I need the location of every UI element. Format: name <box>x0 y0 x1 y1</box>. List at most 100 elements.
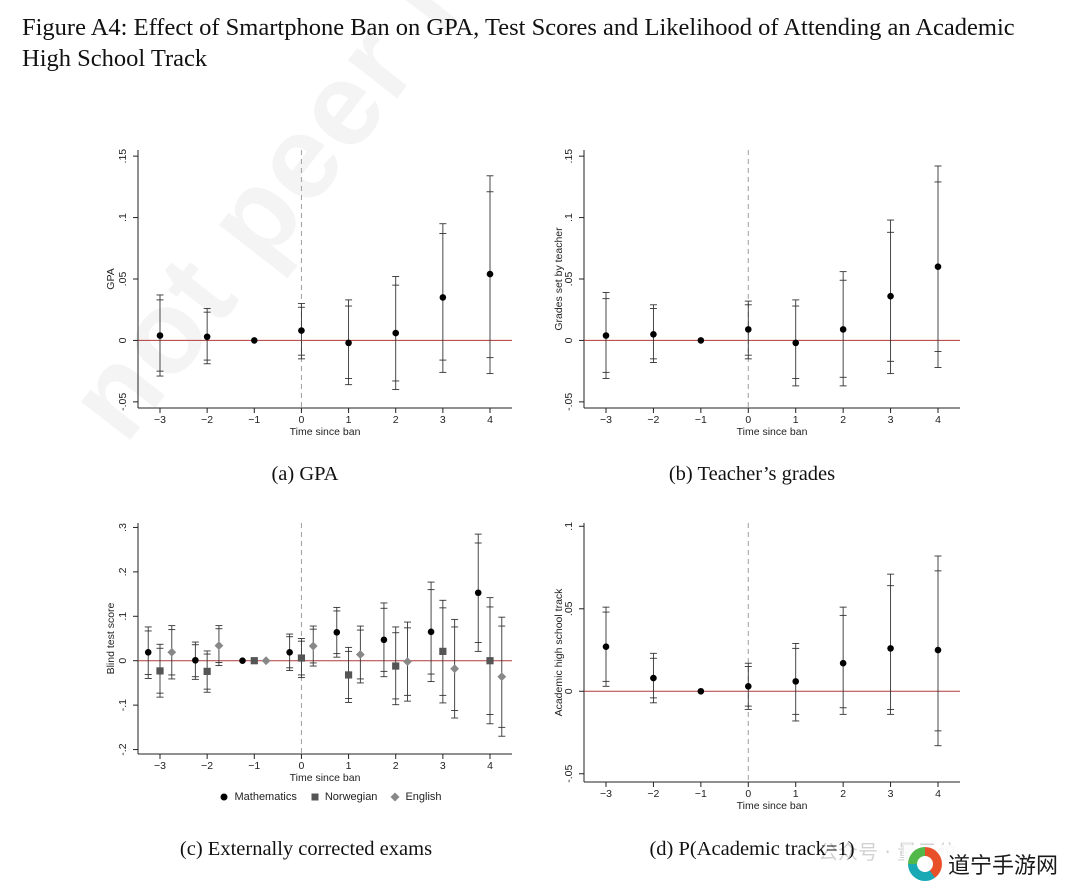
data-point <box>792 678 800 685</box>
x-tick-label: 4 <box>487 414 493 426</box>
x-tick-label: 2 <box>393 760 399 772</box>
data-point <box>650 330 657 338</box>
x-tick-label: 1 <box>346 760 352 772</box>
brand-badge[interactable]: 道宁手游网 <box>903 845 1062 883</box>
data-point <box>839 659 847 667</box>
data-point <box>203 667 211 675</box>
x-tick-label: 1 <box>346 414 352 426</box>
data-point <box>239 657 246 665</box>
data-point <box>144 648 152 656</box>
x-tick-label: 4 <box>487 760 493 772</box>
caption-external-exams: (c) Externally corrected exams <box>179 838 433 860</box>
legend-item-norwegian: Norwegian <box>309 791 377 803</box>
data-point <box>344 671 353 679</box>
data-point <box>839 326 847 333</box>
data-point <box>298 327 305 334</box>
x-tick-label: −1 <box>695 414 707 426</box>
caption-academic-track: (d) P(Academic track=1) <box>649 838 855 860</box>
data-point <box>156 332 164 339</box>
data-point <box>156 667 164 675</box>
data-point <box>744 326 752 333</box>
y-tick-label: -.05 <box>563 393 575 411</box>
caption-gpa: (a) GPA <box>271 463 339 485</box>
data-point <box>497 672 507 682</box>
y-tick-label: -.1 <box>117 699 129 711</box>
data-point <box>355 650 365 659</box>
y-axis-label: Grades set by teacher <box>553 227 565 331</box>
diamond-marker-icon <box>390 792 400 802</box>
x-tick-label: 3 <box>440 760 446 772</box>
data-point <box>486 657 494 665</box>
x-tick-label: 3 <box>440 414 446 426</box>
x-tick-label: 3 <box>888 788 894 800</box>
data-point <box>192 656 199 664</box>
y-tick-label: .05 <box>563 272 575 287</box>
data-point <box>602 332 610 339</box>
data-point <box>286 648 293 656</box>
legend: Mathematics Norwegian English <box>200 791 460 803</box>
brand-logo-icon <box>907 847 942 881</box>
data-point <box>214 641 224 651</box>
data-point <box>261 656 271 666</box>
data-point <box>392 662 400 670</box>
data-point <box>439 647 447 655</box>
y-axis-label: Blind test score <box>105 602 117 674</box>
x-tick-label: 2 <box>393 414 399 426</box>
legend-item-english: English <box>389 791 442 803</box>
data-point <box>887 645 894 652</box>
data-point <box>887 292 894 300</box>
x-tick-label: −2 <box>201 760 213 772</box>
data-point <box>474 589 482 597</box>
x-tick-label: −2 <box>647 788 659 800</box>
y-tick-label: .1 <box>117 213 129 222</box>
y-tick-label: .05 <box>563 601 575 616</box>
x-tick-label: −3 <box>154 760 166 772</box>
data-point <box>203 333 211 341</box>
figure-title: Figure A4: Effect of Smartphone Ban on G… <box>22 14 1015 72</box>
y-tick-label: -.2 <box>117 743 129 755</box>
x-tick-label: −2 <box>201 414 213 426</box>
y-tick-label: 0 <box>563 688 575 694</box>
x-tick-label: −3 <box>600 788 612 800</box>
y-tick-label: -.05 <box>117 393 129 411</box>
data-point <box>250 657 258 665</box>
x-tick-label: 0 <box>299 760 305 772</box>
data-point <box>403 657 412 666</box>
data-point <box>297 654 306 662</box>
y-tick-label: .1 <box>117 612 129 621</box>
x-axis-label: Time since ban <box>290 426 361 438</box>
x-tick-label: −3 <box>600 414 612 426</box>
y-tick-label: .1 <box>563 213 575 222</box>
y-tick-label: 0 <box>563 337 575 343</box>
legend-label: English <box>405 791 442 803</box>
x-tick-label: 0 <box>745 414 751 426</box>
data-point <box>934 263 942 271</box>
y-tick-label: .3 <box>117 523 129 532</box>
data-point <box>427 628 435 636</box>
y-tick-label: -.05 <box>563 765 575 783</box>
data-point <box>439 294 447 301</box>
y-axis-label: Academic high school track <box>553 588 565 717</box>
x-tick-label: −1 <box>248 414 260 426</box>
data-point <box>345 339 352 347</box>
x-tick-label: 0 <box>299 414 305 426</box>
x-tick-label: −1 <box>248 760 260 772</box>
x-axis-label: Time since ban <box>737 800 808 812</box>
brand-name: 道宁手游网 <box>947 854 1058 879</box>
x-axis-label: Time since ban <box>290 772 361 784</box>
data-point <box>392 329 400 337</box>
x-tick-label: −1 <box>695 788 707 800</box>
data-point <box>744 683 752 690</box>
x-tick-label: 0 <box>745 788 751 800</box>
x-tick-label: 4 <box>935 414 941 426</box>
y-tick-label: .2 <box>117 567 129 576</box>
x-tick-label: 1 <box>793 788 799 800</box>
x-tick-label: 2 <box>840 414 846 426</box>
x-tick-label: 3 <box>888 414 894 426</box>
data-point <box>486 270 494 278</box>
y-tick-label: .15 <box>563 149 575 164</box>
y-tick-label: 0 <box>117 337 129 343</box>
data-point <box>333 628 341 636</box>
data-point <box>250 337 258 344</box>
data-point <box>308 641 318 651</box>
